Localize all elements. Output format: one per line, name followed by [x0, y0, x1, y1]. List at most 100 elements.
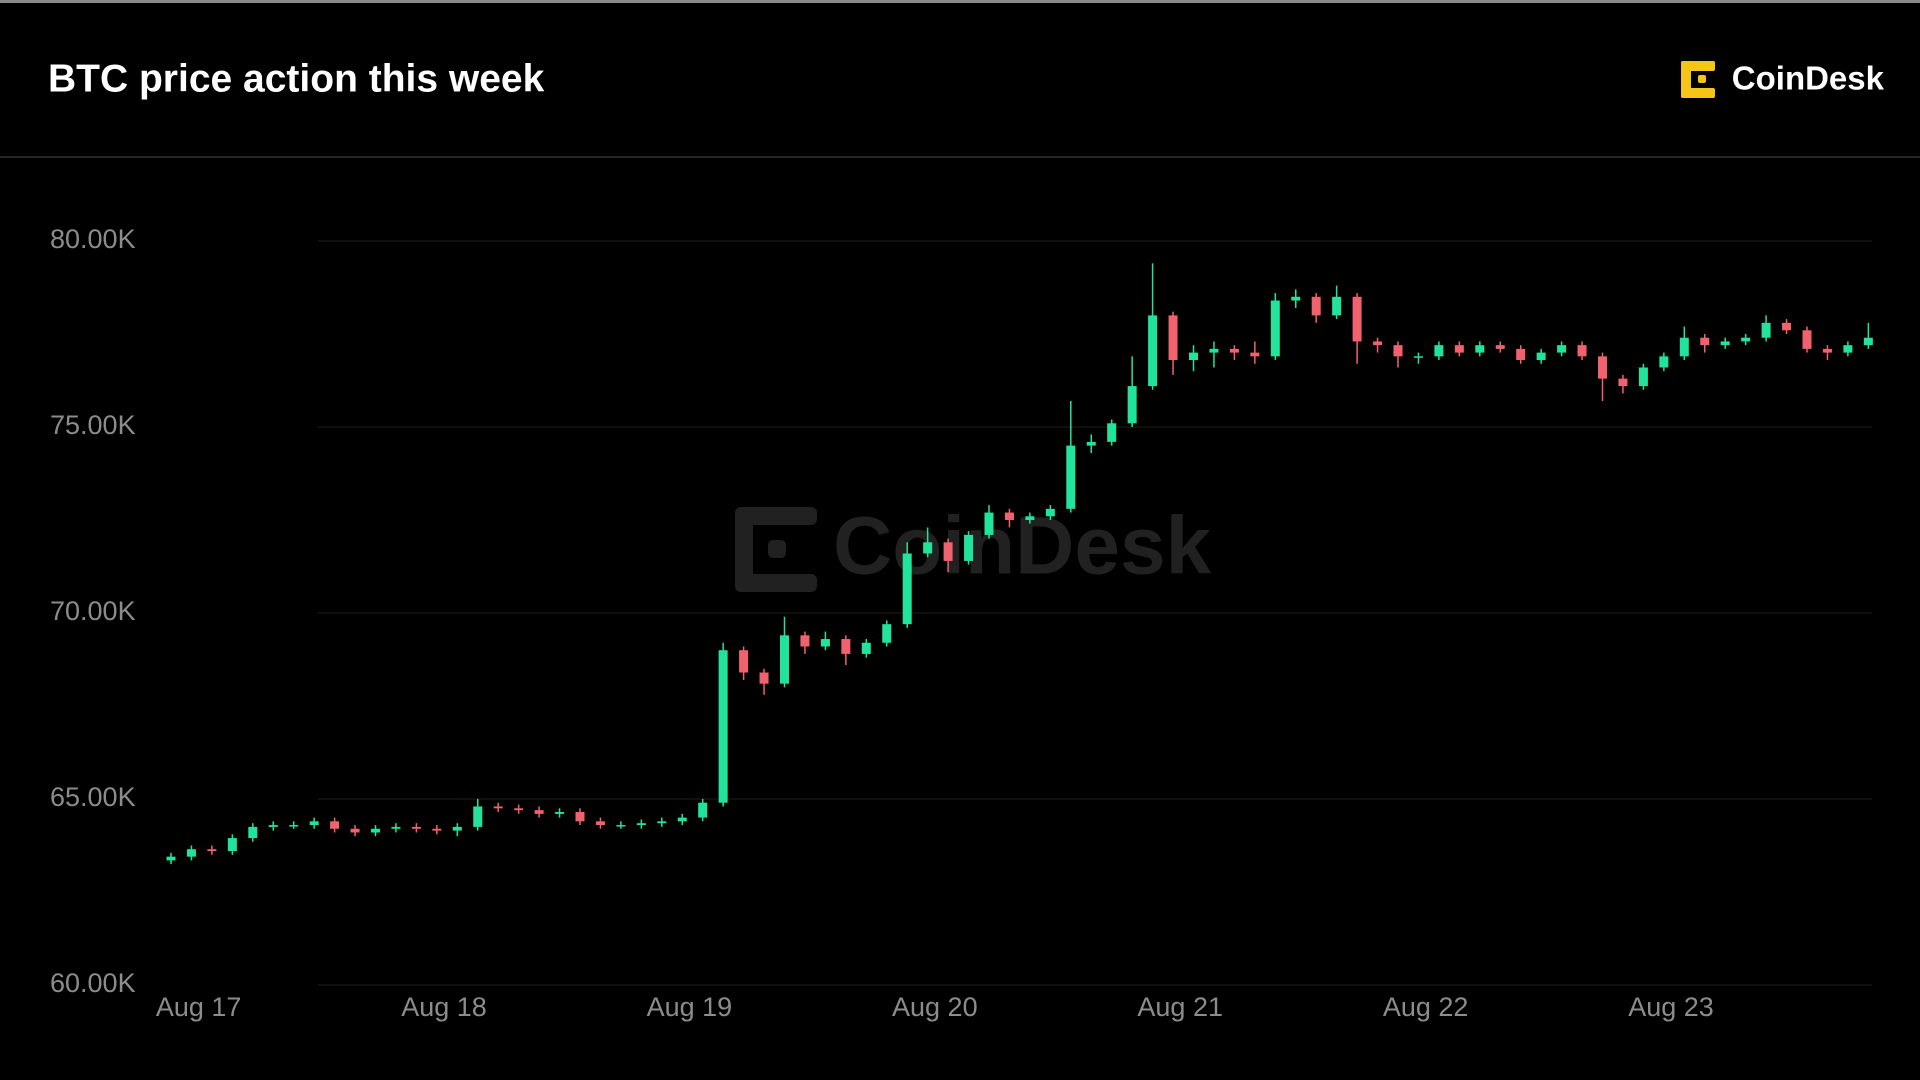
candle-body: [309, 821, 319, 826]
candle-body: [718, 650, 728, 803]
candle-body: [1659, 356, 1669, 368]
logo: CoinDesk: [1681, 60, 1885, 98]
candle-body: [1209, 348, 1219, 353]
candle-body: [1413, 356, 1423, 358]
x-tick-label: Aug 23: [1628, 992, 1714, 1022]
candle-body: [1516, 348, 1526, 361]
candle-body: [780, 635, 789, 684]
candle-body: [575, 812, 585, 822]
candle-body: [227, 838, 237, 852]
x-tick-label: Aug 18: [401, 992, 487, 1022]
candle-body: [1495, 345, 1505, 349]
candle-body: [1863, 337, 1873, 346]
candle-body: [1332, 296, 1342, 316]
candle-body: [820, 639, 830, 647]
candle-body: [902, 553, 912, 625]
candle-body: [964, 534, 974, 561]
candle-body: [452, 826, 462, 831]
candle-body: [1086, 441, 1096, 446]
y-tick-label: 65.00K: [50, 782, 136, 812]
candle-body: [943, 542, 953, 561]
candle-body: [1475, 345, 1485, 353]
candle-body: [1679, 337, 1689, 357]
candle-body: [923, 542, 933, 554]
candle-body: [1434, 345, 1444, 357]
watermark: CoinDesk: [735, 501, 1212, 592]
candle-body: [1250, 352, 1260, 357]
candle-body: [657, 821, 667, 824]
candle-body: [595, 821, 605, 826]
candle-body: [1189, 352, 1198, 361]
candle-body: [411, 826, 421, 829]
candle-body: [289, 825, 299, 827]
candle-body: [739, 650, 749, 673]
candle-body: [861, 642, 871, 654]
logo-icon: [1681, 61, 1715, 98]
candle-body: [1720, 341, 1730, 346]
candle-body: [248, 826, 258, 839]
candle-body: [1148, 315, 1158, 387]
candle-body: [493, 806, 503, 809]
candle-body: [882, 624, 892, 643]
candle-body: [1618, 378, 1628, 387]
candle-body: [391, 826, 401, 829]
candle-body: [1045, 508, 1055, 517]
candle-body: [1761, 322, 1771, 338]
candle-body: [1025, 516, 1035, 520]
candle-body: [514, 808, 524, 811]
x-tick-label: Aug 21: [1137, 992, 1223, 1022]
y-tick-label: 80.00K: [50, 224, 136, 254]
candle-body: [800, 635, 810, 647]
watermark-text: CoinDesk: [833, 501, 1212, 592]
candle-body: [186, 849, 196, 857]
candle-body: [207, 849, 217, 852]
candle-body: [1638, 367, 1648, 387]
candle-body: [1598, 356, 1607, 379]
candle-body: [1454, 345, 1464, 353]
candle-body: [1311, 296, 1321, 316]
candle-body: [1577, 345, 1587, 357]
candle-body: [677, 817, 687, 822]
x-tick-label: Aug 17: [156, 992, 242, 1022]
candle-body: [1127, 386, 1137, 424]
candle-body: [268, 825, 278, 827]
y-tick-label: 75.00K: [50, 410, 136, 440]
candle-body: [1802, 330, 1812, 349]
candle-body: [984, 512, 994, 535]
candle-body: [371, 828, 380, 833]
candle-body: [1536, 352, 1546, 361]
candle-body: [636, 823, 646, 826]
x-tick-label: Aug 20: [892, 992, 978, 1022]
candle-body: [1373, 341, 1383, 346]
candle-body: [616, 825, 626, 827]
candle-body: [1393, 345, 1403, 357]
x-tick-label: Aug 19: [647, 992, 733, 1022]
candle-body: [1822, 348, 1832, 353]
candle-body: [1741, 337, 1751, 342]
chart-title: BTC price action this week: [48, 57, 545, 100]
candle-body: [330, 821, 340, 829]
candle-body: [1700, 337, 1710, 346]
candle-body: [350, 828, 360, 833]
candle-body: [1004, 512, 1014, 520]
candle-body: [1270, 300, 1280, 357]
x-tick-label: Aug 22: [1383, 992, 1469, 1022]
top-border: [0, 0, 1920, 3]
logo-text: CoinDesk: [1732, 60, 1885, 97]
candle-body: [1782, 322, 1792, 331]
candle-body: [1843, 345, 1853, 353]
candle-body: [698, 802, 708, 818]
candle-body: [1229, 348, 1239, 353]
candle-body: [1107, 423, 1117, 442]
candle-body: [1352, 296, 1362, 342]
candle-body: [1066, 445, 1076, 509]
candle-body: [166, 856, 176, 861]
candle-body: [841, 639, 851, 654]
watermark-icon: [735, 507, 817, 592]
y-tick-label: 70.00K: [50, 596, 136, 626]
candle-body: [432, 828, 442, 831]
candle-body: [1291, 296, 1301, 301]
candle-body: [759, 672, 769, 684]
